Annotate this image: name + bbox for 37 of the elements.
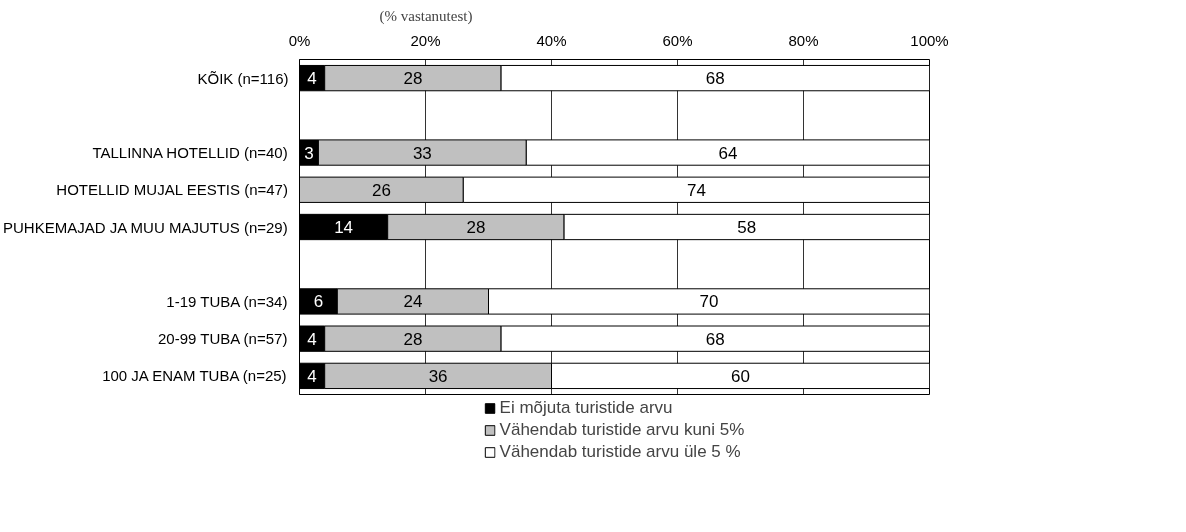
data-label: 28: [403, 69, 423, 89]
y-tick-label: HOTELLID MUJAL EESTIS (n=47): [56, 181, 288, 199]
data-label: 6: [313, 292, 324, 312]
data-label: 26: [371, 180, 391, 200]
legend-label: Vähendab turistide arvu kuni 5%: [499, 420, 745, 440]
x-tick-label: 100%: [910, 31, 949, 49]
data-label: 58: [737, 218, 757, 237]
x-tick-label: 60%: [662, 31, 693, 49]
x-tick-label: 20%: [410, 31, 441, 49]
y-tick-label: 100 JA ENAM TUBA (n=25): [102, 367, 287, 385]
data-label: 68: [705, 329, 725, 349]
y-tick-label: PUHKEMAJAD JA MUU MAJUTUS (n=29): [3, 218, 288, 236]
x-tick-label: 0%: [288, 31, 311, 49]
data-label: 28: [466, 218, 486, 237]
y-tick-label: KÕIK (n=116): [197, 69, 289, 87]
data-label: 3: [304, 143, 314, 163]
data-label: 36: [428, 366, 448, 386]
data-label: 4: [307, 366, 317, 386]
y-tick-label: TALLINNA HOTELLID (n=40): [92, 144, 288, 162]
data-label: 74: [686, 180, 706, 200]
data-label: 28: [403, 329, 423, 349]
x-tick-label: 40%: [536, 31, 567, 49]
legend-label: Ei mõjuta turistide arvu: [499, 398, 673, 418]
data-label: 70: [699, 292, 719, 312]
x-tick-label: 80%: [788, 31, 819, 49]
legend-label: Vähendab turistide arvu üle 5 %: [499, 442, 741, 462]
data-label: 33: [412, 143, 432, 163]
data-label: 64: [718, 143, 738, 163]
data-label: 60: [731, 366, 750, 386]
data-label: 68: [705, 69, 725, 89]
data-label: 4: [307, 329, 317, 349]
data-label: 4: [307, 69, 317, 89]
data-label: 14: [334, 218, 354, 237]
data-label: 24: [403, 292, 423, 312]
chart-subtitle: (% vastanutest): [379, 7, 473, 25]
y-tick-label: 1-19 TUBA (n=34): [166, 292, 288, 310]
y-tick-label: 20-99 TUBA (n=57): [158, 330, 288, 348]
